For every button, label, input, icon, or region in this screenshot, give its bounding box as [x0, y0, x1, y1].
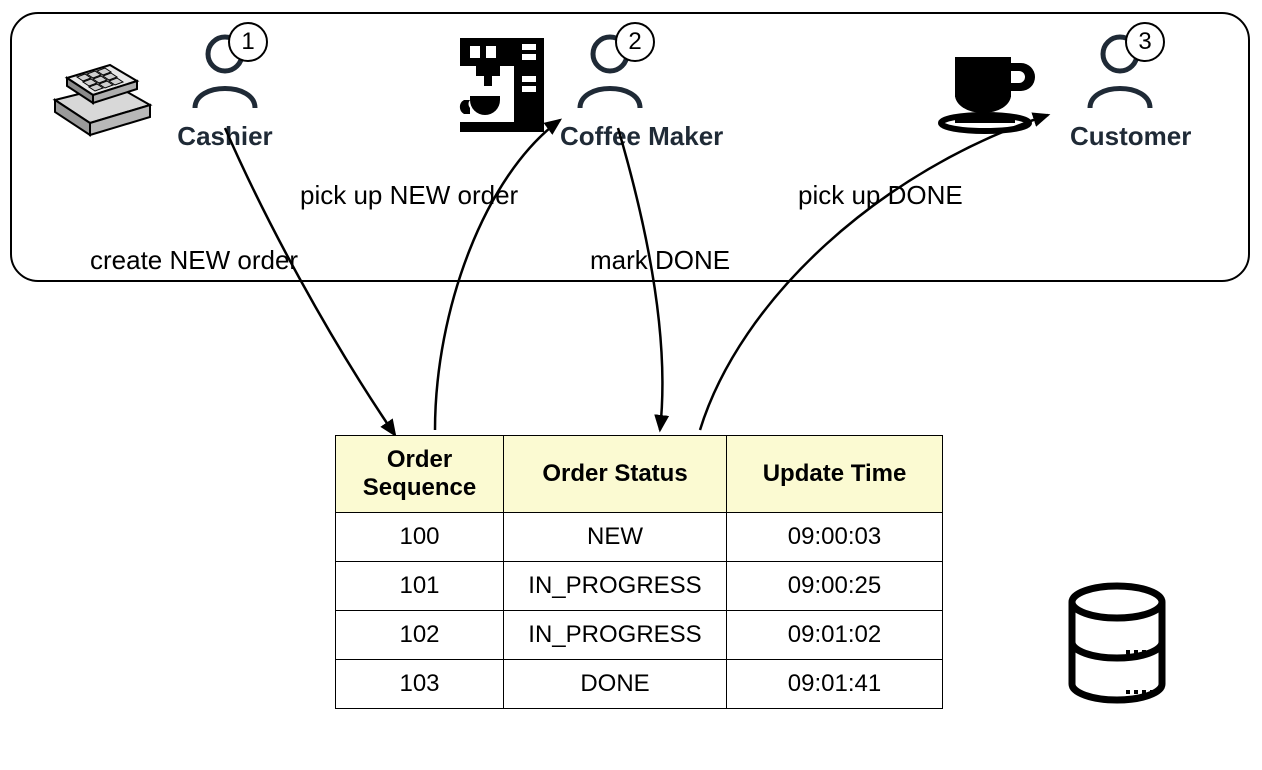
actor-customer-label: Customer	[1070, 121, 1170, 152]
step-badge-2: 2	[615, 22, 655, 62]
coffee-cup-icon	[935, 45, 1045, 135]
step-badge-3-text: 3	[1138, 28, 1151, 56]
col-order-status: Order Status	[504, 436, 727, 513]
table-cell: 102	[336, 611, 504, 660]
table-cell: DONE	[504, 660, 727, 709]
table-header-row: OrderSequence Order Status Update Time	[336, 436, 943, 513]
table-cell: 09:01:02	[727, 611, 943, 660]
orders-tbody: 100NEW09:00:03101IN_PROGRESS09:00:25102I…	[336, 513, 943, 709]
actor-coffee-maker-label: Coffee Maker	[560, 121, 660, 152]
step-badge-2-text: 2	[628, 28, 641, 56]
table-cell: 101	[336, 562, 504, 611]
table-cell: IN_PROGRESS	[504, 611, 727, 660]
table-cell: 09:00:03	[727, 513, 943, 562]
coffee-machine-icon	[452, 30, 552, 135]
arrow-label-pickup-done: pick up DONE	[798, 180, 963, 211]
table-cell: NEW	[504, 513, 727, 562]
col-update-time: Update Time	[727, 436, 943, 513]
arrow-label-create-new: create NEW order	[90, 245, 298, 276]
step-badge-3: 3	[1125, 22, 1165, 62]
arrow-label-mark-done: mark DONE	[590, 245, 730, 276]
arrow-label-pickup-new: pick up NEW order	[300, 180, 518, 211]
col-order-sequence: OrderSequence	[336, 436, 504, 513]
database-icon	[1062, 580, 1172, 710]
table-cell: 100	[336, 513, 504, 562]
table-cell: 09:01:41	[727, 660, 943, 709]
table-row: 103DONE09:01:41	[336, 660, 943, 709]
step-badge-1-text: 1	[241, 28, 254, 56]
table-row: 101IN_PROGRESS09:00:25	[336, 562, 943, 611]
diagram-stage: Cashier 1 Coffee Maker 2 Customer 3	[0, 0, 1262, 770]
table-cell: 09:00:25	[727, 562, 943, 611]
table-cell: IN_PROGRESS	[504, 562, 727, 611]
actor-cashier-label: Cashier	[175, 121, 275, 152]
orders-table: OrderSequence Order Status Update Time 1…	[335, 435, 943, 709]
cash-register-icon	[45, 45, 160, 140]
table-row: 100NEW09:00:03	[336, 513, 943, 562]
table-cell: 103	[336, 660, 504, 709]
table-row: 102IN_PROGRESS09:01:02	[336, 611, 943, 660]
step-badge-1: 1	[228, 22, 268, 62]
